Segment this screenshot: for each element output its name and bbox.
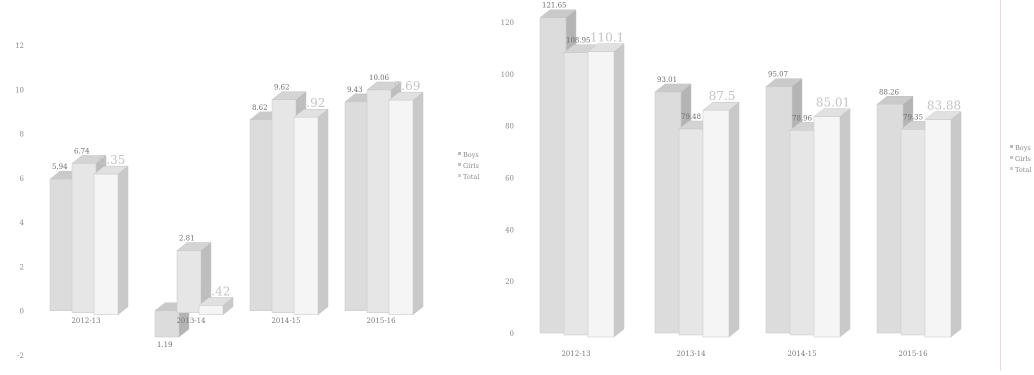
chart-growth-rate: 12 10 8 6 4 2 0 -2 5.94 6.74 6.35 2012-13 1.19 2.81 0.… (15, 42, 479, 360)
y-tick-label: 10 (15, 86, 24, 94)
data-label: 2.81 (179, 234, 195, 242)
bar-enrolment-girls (900, 129, 928, 336)
bar-growth-boys (49, 178, 75, 311)
y-tick-label: 0 (20, 308, 24, 316)
bar-enrolment-total (587, 51, 615, 338)
category-label: 2014-15 (271, 317, 300, 325)
legend-swatch (1010, 167, 1013, 170)
bar-growth-girls (366, 89, 392, 313)
legend-swatch (458, 174, 461, 177)
data-label: 87.5 (709, 89, 736, 103)
bar-growth-boys (154, 310, 180, 338)
bar-enrolment-boys (765, 86, 793, 334)
bar-enrolment-girls (789, 130, 817, 336)
y-tick-label: 0 (510, 330, 514, 338)
y-tick-label: 4 (20, 219, 25, 227)
bar-enrolment-boys (876, 104, 904, 334)
data-label: 95.07 (768, 71, 788, 79)
bar-growth-boys (344, 101, 370, 311)
data-label: 85.01 (816, 96, 850, 110)
legend-item: Girls (1015, 155, 1031, 163)
bar-enrolment-girls (563, 52, 591, 336)
bar-side (117, 165, 129, 316)
y-tick-label: 12 (15, 42, 24, 50)
data-label: 6.35 (99, 153, 126, 167)
bar-side (839, 108, 851, 338)
data-label: 10.06 (369, 74, 390, 82)
legend-item: Boys (1015, 144, 1031, 152)
bar-growth-girls (271, 99, 297, 313)
bar-enrolment-boys (539, 17, 567, 334)
category-label: 2015-16 (898, 350, 928, 358)
bar-enrolment-total (702, 109, 730, 338)
y-tick-label: 20 (505, 278, 514, 286)
bar-growth-total (388, 99, 414, 315)
category-label: 2012-13 (71, 317, 100, 325)
category-label: 2015-16 (366, 317, 396, 325)
data-label: 5.94 (52, 163, 68, 171)
data-label: 6.74 (74, 147, 90, 155)
data-label: 78.96 (792, 114, 813, 122)
chart-enrolment-ratio: 120 100 80 60 40 20 0 121.65 108.95 110.1 2012-13 9… (501, 2, 1032, 358)
y-tick-label: 8 (20, 131, 24, 139)
legend-swatch (458, 163, 461, 166)
bar-side (728, 101, 740, 338)
y-tick-label: 40 (505, 226, 514, 234)
y-tick-label: 6 (20, 175, 25, 183)
bar-side (412, 91, 424, 316)
data-label: 1.19 (157, 341, 173, 349)
category-label: 2013-14 (176, 317, 206, 325)
bar-side (613, 43, 625, 338)
bar-growth-girls (71, 163, 97, 313)
data-label: 9.62 (274, 84, 290, 92)
bar-enrolment-boys (654, 91, 682, 334)
legend-swatch (458, 152, 461, 155)
data-label: 88.26 (879, 88, 900, 96)
data-label: 108.95 (566, 37, 591, 45)
bar-enrolment-girls (678, 128, 706, 336)
bar-side (317, 108, 329, 316)
data-label: 8.92 (299, 96, 326, 110)
category-label: 2013-14 (676, 350, 706, 358)
bar-growth-total (198, 305, 224, 315)
data-label: 9.43 (347, 86, 363, 94)
legend-swatch (1010, 156, 1013, 159)
page-edge-line (1000, 0, 1001, 371)
legend-item: Boys (463, 151, 479, 159)
data-label: 79.35 (903, 113, 923, 121)
legend-item: Girls (463, 162, 479, 170)
y-tick-label: 60 (505, 175, 514, 183)
data-label: 9.69 (394, 79, 421, 93)
data-label: 93.01 (657, 76, 677, 84)
y-tick-label: 100 (501, 71, 514, 79)
bar-enrolment-total (924, 119, 952, 338)
data-label: 83.88 (927, 99, 961, 113)
data-label: 8.62 (252, 104, 268, 112)
category-label: 2012-13 (561, 350, 590, 358)
y-tick-label: 120 (501, 19, 514, 27)
y-tick-label: 2 (20, 263, 24, 271)
category-label: 2014-15 (787, 350, 816, 358)
y-tick-label: -2 (17, 352, 24, 360)
bar-growth-total (93, 173, 119, 315)
bar-growth-total (293, 116, 319, 315)
legend-swatch (1010, 145, 1013, 148)
data-label: 0.42 (204, 284, 231, 298)
bar-growth-girls (176, 250, 202, 313)
legend-item: Total (463, 173, 479, 181)
data-label: 79.48 (681, 113, 701, 121)
y-tick-label: 80 (505, 123, 514, 131)
bar-enrolment-total (813, 116, 841, 338)
legend-item: Total (1015, 166, 1031, 174)
bar-growth-boys (249, 119, 275, 311)
data-label: 121.65 (542, 2, 567, 10)
bar-side (950, 111, 962, 338)
data-label: 110.1 (590, 31, 624, 45)
